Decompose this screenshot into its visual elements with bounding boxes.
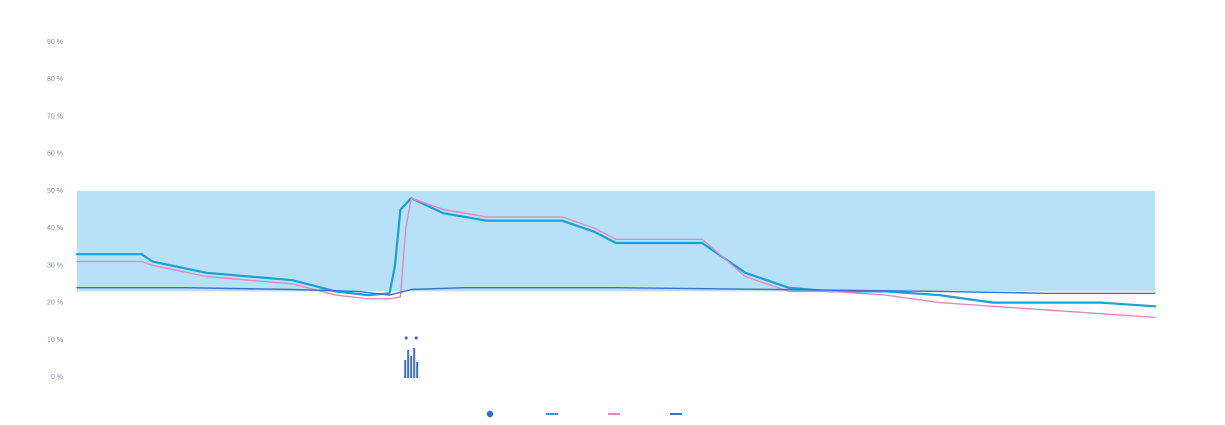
y-left-tick-label: 0 % (51, 374, 63, 381)
target-band-layer (77, 190, 1155, 292)
event-marker-bar (407, 350, 410, 378)
event-marker-dot (404, 336, 408, 340)
y-left-tick-label: 40 % (47, 225, 63, 232)
event-marker-bar (413, 348, 416, 378)
y-left-tick-label: 30 % (47, 262, 63, 269)
series-line-1 (75, 197, 1157, 308)
y-left-tick-label: 50 % (47, 188, 63, 195)
series-line-3 (76, 287, 1156, 296)
series-line-2 (76, 197, 1156, 319)
event-marker-dot (414, 336, 418, 340)
y-left-tick-label: 70 % (47, 113, 63, 120)
y-left-tick-label: 80 % (47, 76, 63, 83)
y-left-ticks: 0 % 10 % 20 % 30 % 40 % 50 % 60 % 70 % 80 % 90 % (47, 39, 63, 381)
y-left-tick-label: 60 % (47, 151, 63, 158)
legend (486, 410, 682, 418)
event-marker-bar (404, 360, 407, 378)
y-left-tick-label: 20 % (47, 300, 63, 307)
event-marker-layer (404, 336, 419, 378)
event-marker-bar (410, 356, 413, 378)
y-left-tick-label: 10 % (47, 337, 63, 344)
event-marker-bar (416, 362, 419, 378)
event-marker (404, 336, 419, 378)
target-band (77, 190, 1155, 292)
legend-swatch (486, 410, 494, 418)
y-left-tick-label: 90 % (47, 39, 63, 46)
series-layer (75, 197, 1157, 319)
